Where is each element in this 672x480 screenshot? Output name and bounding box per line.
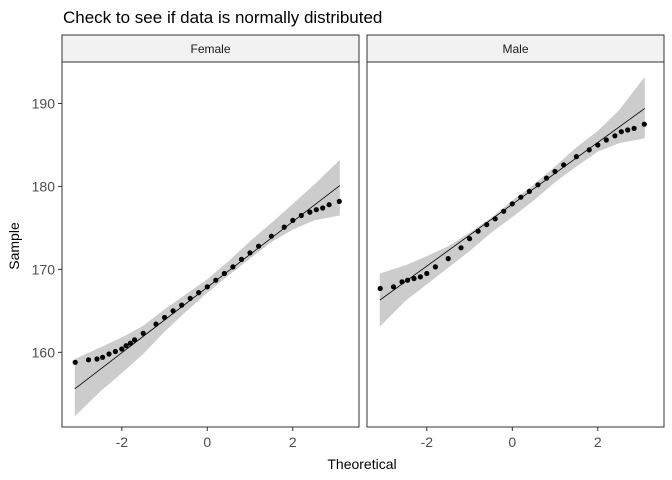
data-point — [552, 168, 558, 175]
data-point — [417, 274, 423, 280]
data-point — [320, 205, 326, 211]
panel-border — [61, 61, 360, 428]
data-point — [290, 217, 296, 223]
data-point — [94, 356, 100, 362]
chart-title: Check to see if data is normally distrib… — [63, 8, 382, 27]
data-point — [618, 129, 624, 135]
data-point — [123, 343, 129, 349]
data-point — [100, 354, 106, 360]
data-point — [573, 154, 580, 160]
data-point — [230, 264, 236, 270]
data-point — [238, 256, 245, 262]
data-point — [595, 142, 601, 148]
data-point — [119, 346, 125, 352]
x-axis-title: Theoretical — [327, 456, 396, 472]
x-tick-label: 2 — [289, 434, 297, 450]
data-point — [543, 175, 550, 181]
data-point — [336, 198, 342, 204]
data-point — [221, 270, 227, 277]
facet-strip — [61, 34, 360, 63]
panel-male: Male — [366, 34, 665, 428]
x-tick-label: 2 — [594, 434, 602, 450]
data-point — [509, 201, 515, 207]
y-tick-label: 170 — [32, 261, 56, 277]
data-point — [153, 321, 159, 327]
data-point — [256, 243, 262, 249]
data-point — [492, 216, 498, 222]
data-point — [85, 357, 92, 363]
data-point — [432, 264, 438, 270]
data-point — [586, 147, 592, 153]
data-point — [518, 194, 524, 200]
data-point — [268, 233, 274, 239]
data-point — [204, 284, 210, 290]
data-point — [399, 279, 405, 285]
data-point — [106, 351, 112, 357]
data-point — [526, 188, 533, 194]
facet-strip-label: Male — [502, 42, 528, 56]
facet-panels: Female Male — [61, 34, 665, 428]
data-point — [72, 359, 78, 365]
data-point — [561, 162, 567, 168]
panel-border — [366, 61, 665, 428]
axes: -2 0 2 -2 0 2 160 170 180 190 — [32, 95, 602, 450]
data-point — [326, 202, 332, 208]
y-tick-label: 190 — [32, 95, 56, 111]
data-point — [445, 256, 451, 262]
x-tick-label: -2 — [116, 434, 129, 450]
data-point — [625, 127, 631, 133]
x-tick-label: 0 — [203, 434, 211, 450]
data-point — [213, 277, 219, 283]
data-point — [298, 212, 304, 219]
data-point — [170, 308, 176, 314]
data-point — [501, 208, 507, 214]
data-point — [247, 250, 253, 256]
data-point — [281, 224, 287, 230]
data-point — [162, 314, 168, 321]
data-point — [475, 228, 481, 234]
data-point — [307, 209, 313, 215]
data-point — [535, 182, 541, 188]
data-point — [179, 302, 185, 308]
data-point — [127, 340, 133, 346]
x-tick-label: 0 — [508, 434, 516, 450]
data-point — [196, 290, 202, 296]
data-point — [112, 348, 118, 355]
data-point — [405, 277, 411, 283]
data-point — [458, 245, 464, 251]
data-point — [411, 275, 417, 282]
y-axis-title: Sample — [6, 222, 22, 270]
y-tick-label: 160 — [32, 344, 56, 360]
data-point — [603, 137, 609, 143]
data-point — [377, 285, 383, 292]
y-tick-label: 180 — [32, 178, 56, 194]
facet-strip-label: Female — [190, 42, 230, 56]
data-point — [140, 330, 146, 336]
data-point — [484, 222, 490, 228]
data-point — [631, 125, 637, 131]
data-point — [467, 236, 473, 242]
data-point — [187, 295, 193, 301]
x-tick-label: -2 — [421, 434, 434, 450]
data-point — [424, 270, 430, 277]
panel-female: Female — [61, 34, 360, 428]
data-point — [313, 207, 319, 213]
data-point — [612, 133, 618, 139]
data-point — [641, 121, 647, 127]
data-point — [132, 337, 138, 343]
data-point — [390, 284, 397, 290]
